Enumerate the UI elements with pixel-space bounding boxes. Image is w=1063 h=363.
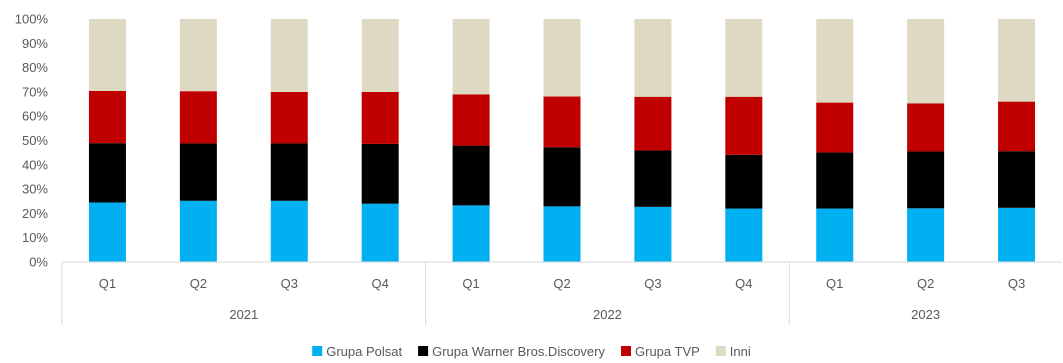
- x-tick-label: Q1: [462, 276, 479, 291]
- x-tick-label: Q2: [917, 276, 934, 291]
- legend-label: Grupa Polsat: [326, 344, 402, 359]
- bar-segment: [725, 96, 763, 155]
- x-group-label: 2021: [229, 307, 258, 322]
- y-tick-label: 10%: [22, 230, 48, 245]
- bar-segment: [543, 147, 581, 207]
- y-tick-label: 90%: [22, 36, 48, 51]
- x-tick-label: Q2: [190, 276, 207, 291]
- bar-segment: [452, 19, 490, 95]
- x-tick-label: Q1: [99, 276, 116, 291]
- bar-segment: [816, 208, 854, 262]
- y-axis: 0% 10% 20% 30% 40% 50% 60% 70% 80% 90% 100%: [15, 12, 49, 270]
- bar-segment: [725, 154, 763, 209]
- bar-segment: [88, 19, 126, 91]
- x-group-label: 2022: [593, 307, 622, 322]
- x-tick-label: Q3: [1008, 276, 1025, 291]
- bar-segment: [452, 205, 490, 262]
- bar-segment: [998, 19, 1036, 102]
- bar-segment: [907, 151, 945, 209]
- bar-segment: [88, 143, 126, 203]
- y-tick-label: 50%: [22, 133, 48, 148]
- x-tick-label: Q3: [644, 276, 661, 291]
- x-axis: Q1 Q2 Q3 Q4 Q1 Q2 Q3 Q4 Q1 Q2 Q3 2021 2022 2023: [61, 261, 1062, 325]
- y-tick-label: 80%: [22, 60, 48, 75]
- bar-segment: [543, 206, 581, 262]
- bar-segment: [179, 91, 217, 144]
- legend-swatch: [715, 346, 726, 356]
- y-tick-label: 30%: [22, 182, 48, 197]
- x-tick-label: Q1: [826, 276, 843, 291]
- bar-segment: [543, 19, 581, 97]
- x-tick-label: Q2: [553, 276, 570, 291]
- bar-segment: [452, 145, 490, 206]
- bar-segment: [907, 19, 945, 104]
- bar-segment: [634, 96, 672, 151]
- bar-segment: [998, 207, 1036, 262]
- bar-segment: [816, 152, 854, 209]
- bar-segment: [725, 19, 763, 97]
- x-group-label: 2023: [911, 307, 940, 322]
- bar-segment: [634, 206, 672, 262]
- x-tick-label: Q4: [735, 276, 752, 291]
- bar-segment: [270, 200, 308, 262]
- bar-segment: [907, 208, 945, 262]
- bar-segment: [543, 96, 581, 148]
- x-tick-label: Q4: [372, 276, 389, 291]
- bar-segment: [88, 202, 126, 262]
- bar-segment: [725, 208, 763, 262]
- bar-segment: [270, 143, 308, 201]
- legend-swatch: [621, 346, 632, 356]
- bar-segment: [998, 151, 1036, 208]
- bar-segment: [907, 103, 945, 152]
- y-tick-label: 20%: [22, 206, 48, 221]
- y-tick-label: 60%: [22, 109, 48, 124]
- bar-segment: [361, 203, 399, 262]
- legend-label: Inni: [730, 344, 751, 359]
- y-tick-label: 70%: [22, 84, 48, 99]
- bar-segment: [270, 91, 308, 144]
- legend-label: Grupa TVP: [635, 344, 700, 359]
- bar-segment: [452, 94, 490, 146]
- y-tick-label: 0%: [29, 255, 48, 270]
- bar-segment: [179, 200, 217, 262]
- legend-swatch: [312, 346, 323, 356]
- x-tick-label: Q3: [281, 276, 298, 291]
- legend-swatch: [418, 346, 429, 356]
- bar-segment: [179, 19, 217, 92]
- bar-segment: [361, 19, 399, 92]
- y-tick-label: 100%: [15, 12, 49, 27]
- bar-segment: [179, 143, 217, 201]
- bar-segment: [270, 19, 308, 92]
- legend-label: Grupa Warner Bros.Discovery: [432, 344, 605, 359]
- y-tick-label: 40%: [22, 157, 48, 172]
- bar-segment: [88, 90, 126, 144]
- bar-segment: [634, 19, 672, 97]
- bar-segment: [816, 102, 854, 153]
- legend: Grupa Polsat Grupa Warner Bros.Discovery G…: [312, 344, 751, 359]
- bar-segment: [634, 150, 672, 207]
- bar-segment: [361, 91, 399, 144]
- bar-segment: [361, 143, 399, 204]
- bars: [88, 19, 1036, 262]
- bar-segment: [998, 101, 1036, 152]
- bar-segment: [816, 19, 854, 103]
